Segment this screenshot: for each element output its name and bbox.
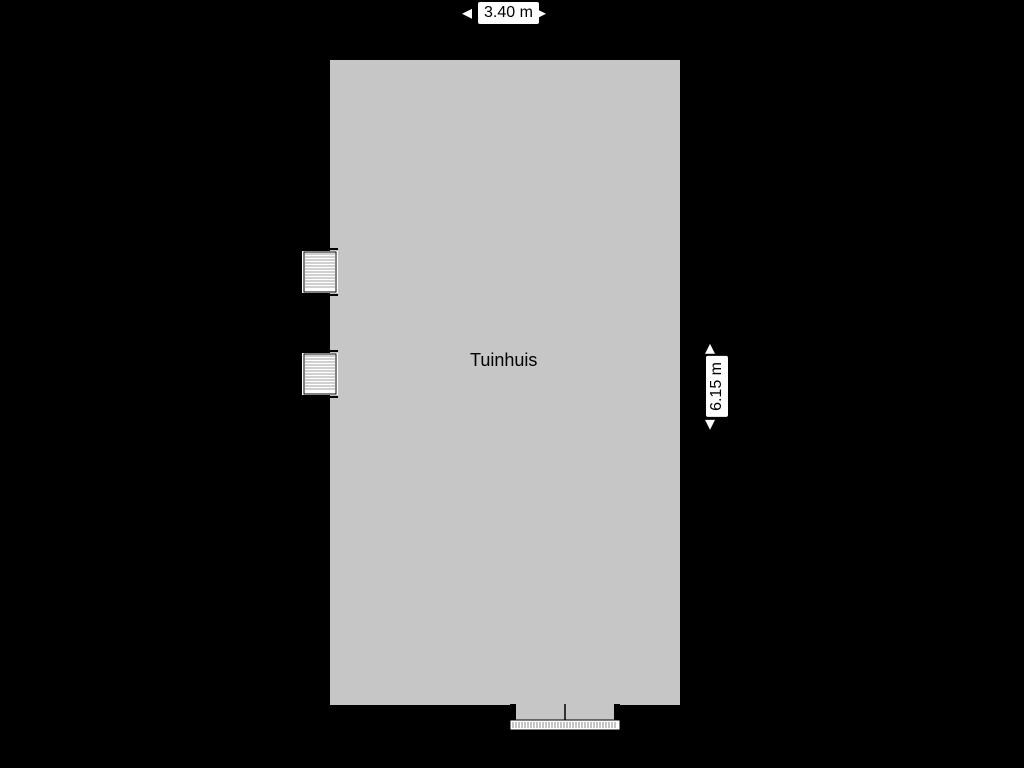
- dim-arrow-bottom: ▾: [705, 414, 715, 434]
- window-icon: [302, 350, 338, 398]
- dim-height-label: 6.15 m: [706, 356, 728, 417]
- room-tuinhuis: [320, 50, 690, 715]
- door-icon: [510, 704, 620, 730]
- dim-arrow-left: ◂: [462, 3, 472, 23]
- dim-width-label: 3.40 m: [478, 2, 539, 24]
- dim-arrow-top: ▴: [705, 338, 715, 358]
- dim-arrow-right: ▸: [536, 3, 546, 23]
- floorplan-canvas: Tuinhuis ◂ 3.40 m ▸ ▴ 6.15 m ▾: [0, 0, 1024, 768]
- room-label: Tuinhuis: [470, 350, 537, 371]
- window-icon: [302, 248, 338, 296]
